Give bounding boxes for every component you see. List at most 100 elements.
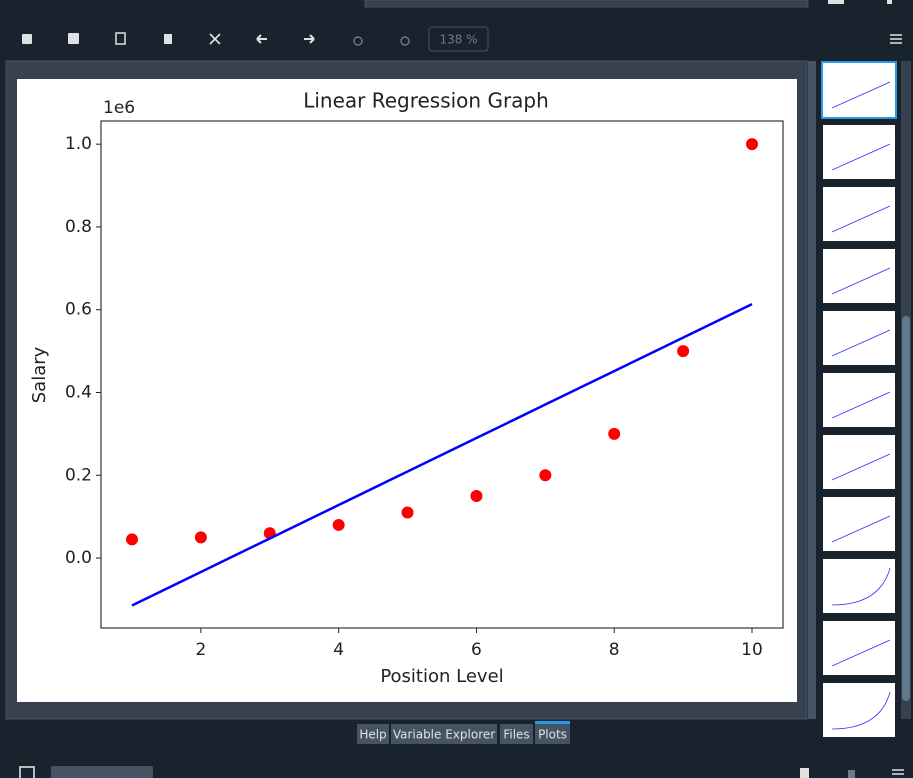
thumbnail-frame	[821, 619, 897, 677]
y-tick-label: 0.0	[65, 548, 92, 568]
save-icon[interactable]	[22, 34, 32, 44]
x-tick-label: 6	[471, 640, 482, 660]
thumbnail[interactable]	[821, 185, 897, 243]
previous-icon[interactable]	[256, 34, 267, 44]
y-tick-label: 0.8	[65, 217, 92, 237]
thumbnail[interactable]	[821, 557, 897, 615]
thumbnail[interactable]	[821, 123, 897, 181]
chart-title: Linear Regression Graph	[303, 89, 549, 113]
y-tick-label: 0.4	[65, 383, 92, 403]
thumbnail-frame	[821, 185, 897, 243]
scatter-point	[677, 345, 690, 358]
zoom-out-icon[interactable]	[400, 36, 410, 46]
x-tick-label: 8	[609, 640, 620, 660]
thumbnail[interactable]	[821, 495, 897, 553]
x-axis-label: Position Level	[380, 666, 503, 687]
thumbnail[interactable]	[821, 247, 897, 305]
top-icon[interactable]	[887, 0, 892, 4]
thumb-scroll-handle[interactable]	[902, 316, 910, 701]
delete-all-icon[interactable]	[209, 33, 221, 45]
scatter-point	[470, 489, 483, 502]
thumbnail-plot	[831, 205, 891, 233]
thumbnail[interactable]	[821, 61, 897, 119]
panel-scrollbar[interactable]	[808, 61, 816, 719]
thumbnail[interactable]	[821, 309, 897, 367]
tab-background	[535, 724, 570, 744]
copy-icon[interactable]	[115, 32, 126, 45]
tab-label: Help	[359, 728, 386, 742]
tab-background	[357, 724, 389, 744]
toolbar-icons	[22, 32, 410, 46]
scatter-point	[126, 533, 138, 546]
thumbnail-plot	[831, 453, 891, 481]
next-icon[interactable]	[304, 34, 315, 44]
scatter-point	[194, 531, 207, 544]
thumbnail-plot	[831, 81, 891, 109]
thumbnail-frame	[821, 557, 897, 615]
thumbnail-plot	[831, 267, 891, 295]
save-all-icon[interactable]	[68, 33, 79, 44]
tab[interactable]: Files	[500, 724, 533, 744]
scatter-point	[746, 138, 758, 151]
thumbnail[interactable]	[821, 619, 897, 677]
thumbnail-plot	[831, 329, 891, 357]
x-tick-label: 10	[741, 640, 763, 660]
tab-label: Files	[503, 728, 529, 742]
search-box[interactable]	[364, 0, 809, 8]
thumbnail-frame	[821, 371, 897, 429]
tab[interactable]: Plots	[535, 721, 570, 744]
thumbnail-plot	[831, 567, 891, 606]
thumbnail[interactable]	[821, 681, 897, 739]
scatter-point	[539, 469, 552, 482]
thumbnail-frame	[821, 61, 897, 119]
y-offset-label: 1e6	[103, 98, 135, 118]
scatter-point	[608, 427, 621, 440]
bottom-icon[interactable]	[848, 770, 855, 778]
console-tab[interactable]	[51, 766, 153, 778]
delete-icon[interactable]	[164, 34, 172, 44]
y-tick-label: 0.6	[65, 300, 92, 320]
bottom-icon[interactable]	[800, 768, 809, 778]
x-tick-label: 4	[333, 640, 344, 660]
menu-icon[interactable]	[890, 34, 902, 44]
tab-background	[500, 724, 533, 744]
thumbnail[interactable]	[821, 433, 897, 491]
axes-frame	[100, 120, 784, 629]
y-tick-label: 0.2	[65, 465, 92, 485]
thumbnail-plot	[831, 143, 891, 171]
figure-background	[17, 79, 797, 702]
tab-bar: Help Variable Explorer Files Plots	[357, 721, 570, 744]
thumbnail-frame	[821, 681, 897, 739]
zoom-in-icon[interactable]	[353, 36, 363, 46]
console-icon[interactable]	[19, 766, 35, 778]
zoom-text: 138 %	[439, 33, 477, 47]
y-axis-label: Salary	[29, 346, 50, 403]
thumbnail[interactable]	[821, 371, 897, 429]
regression-line	[131, 303, 753, 607]
thumbnail-frame	[821, 247, 897, 305]
zoom-box[interactable]	[428, 26, 489, 52]
thumbnail-frame	[821, 495, 897, 553]
top-icon[interactable]	[828, 0, 844, 4]
bottom-menu-icon[interactable]	[892, 769, 904, 775]
tab-label: Variable Explorer	[393, 728, 495, 742]
figure: Linear Regression Graph Position Level S…	[17, 79, 797, 702]
scatter-point	[401, 506, 414, 519]
thumbnail-plot	[831, 639, 891, 667]
tab-selected-indicator	[535, 721, 570, 724]
tab-label: Plots	[538, 728, 567, 742]
plot-area: 0.0 0.2 0.4 0.6 0.8 1.0 2 4 6 8 10	[65, 120, 784, 660]
thumbnail-frame	[821, 123, 897, 181]
tab[interactable]: Help	[357, 724, 389, 744]
x-tick-label: 2	[195, 640, 206, 660]
tab[interactable]: Variable Explorer	[391, 724, 497, 744]
thumbnail-plot	[831, 391, 891, 419]
scatter-point	[332, 518, 345, 531]
thumbnail-frame	[821, 309, 897, 367]
thumbnail-plot	[831, 515, 891, 543]
thumbnail-frame	[821, 433, 897, 491]
thumbnails	[821, 61, 897, 739]
tab-background	[391, 724, 497, 744]
